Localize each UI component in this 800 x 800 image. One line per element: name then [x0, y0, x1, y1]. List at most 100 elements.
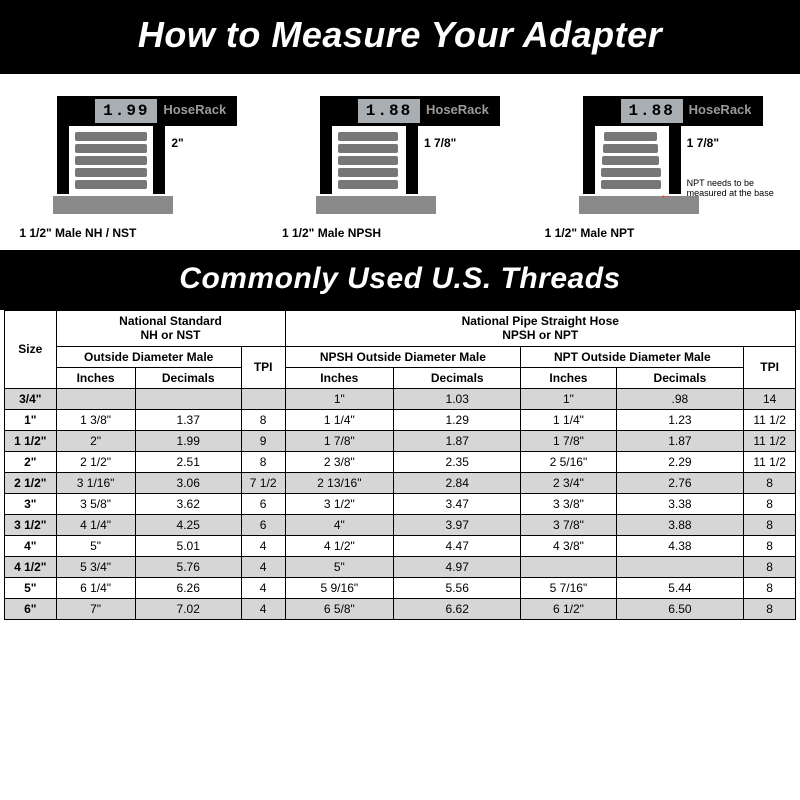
table-cell: 9	[241, 430, 285, 451]
table-row: 3"3 5/8"3.6263 1/2"3.473 3/8"3.388	[5, 493, 796, 514]
table-cell: 1.37	[135, 409, 241, 430]
col-group-ns: National StandardNH or NST	[56, 311, 285, 347]
table-cell	[135, 388, 241, 409]
col-np-tpi: TPI	[744, 346, 796, 388]
table-cell: 2.29	[616, 451, 744, 472]
table-cell: 5.76	[135, 556, 241, 577]
table-cell: 5.44	[616, 577, 744, 598]
table-cell: 4"	[5, 535, 57, 556]
table-cell: 1"	[285, 388, 394, 409]
table-cell: 2.35	[394, 451, 521, 472]
diagram-caption: 1 1/2" Male NPT	[539, 226, 787, 240]
adapter-base	[53, 196, 173, 214]
table-cell: 7"	[56, 598, 135, 619]
caliper-jaw-right	[406, 126, 418, 194]
caliper-diagram: 1.88 HoseRack 1 7/8" ← NPT needs to be m…	[539, 92, 787, 240]
table-cell: 8	[744, 598, 796, 619]
table-cell: 4.25	[135, 514, 241, 535]
table-cell: .98	[616, 388, 744, 409]
table-cell: 4.38	[616, 535, 744, 556]
table-row: 3 1/2"4 1/4"4.2564"3.973 7/8"3.888	[5, 514, 796, 535]
title-banner: How to Measure Your Adapter	[0, 0, 800, 74]
table-cell: 2.84	[394, 472, 521, 493]
caliper-jaw-left	[57, 126, 69, 194]
table-cell: 1 7/8"	[521, 430, 616, 451]
table-cell: 8	[744, 535, 796, 556]
caliper-jaw-left	[320, 126, 332, 194]
thread-icon	[338, 132, 398, 192]
table-cell: 6.26	[135, 577, 241, 598]
table-cell: 2 1/2"	[5, 472, 57, 493]
diagram-caption: 1 1/2" Male NPSH	[276, 226, 524, 240]
table-cell: 3"	[5, 493, 57, 514]
table-cell: 1.87	[394, 430, 521, 451]
table-cell	[241, 388, 285, 409]
adapter-base	[579, 196, 699, 214]
table-cell: 3 5/8"	[56, 493, 135, 514]
table-cell	[521, 556, 616, 577]
table-cell: 2 3/8"	[285, 451, 394, 472]
table-row: 6"7"7.0246 5/8"6.626 1/2"6.508	[5, 598, 796, 619]
table-cell: 2"	[5, 451, 57, 472]
measured-size-label: 1 7/8"	[687, 136, 719, 150]
table-cell: 7.02	[135, 598, 241, 619]
table-cell: 8	[744, 577, 796, 598]
measured-size-label: 2"	[171, 136, 183, 150]
col-npt-dec: Decimals	[616, 367, 744, 388]
table-cell: 1 1/4"	[521, 409, 616, 430]
caliper-reading: 1.88	[621, 99, 683, 123]
table-cell: 5.01	[135, 535, 241, 556]
table-cell: 2.51	[135, 451, 241, 472]
table-cell: 1.99	[135, 430, 241, 451]
col-ns-tpi: TPI	[241, 346, 285, 388]
table-cell: 1.23	[616, 409, 744, 430]
brand-label: HoseRack	[163, 102, 226, 117]
table-cell: 5 7/16"	[521, 577, 616, 598]
table-cell: 1 3/8"	[56, 409, 135, 430]
table-cell: 6 5/8"	[285, 598, 394, 619]
table-cell: 5.56	[394, 577, 521, 598]
table-cell: 2.76	[616, 472, 744, 493]
table-cell: 1.03	[394, 388, 521, 409]
caliper-jaw-right	[669, 126, 681, 194]
thread-icon	[75, 132, 147, 192]
col-npsh-dec: Decimals	[394, 367, 521, 388]
table-cell: 14	[744, 388, 796, 409]
table-cell: 3.62	[135, 493, 241, 514]
table-cell: 3.38	[616, 493, 744, 514]
table-cell: 2 13/16"	[285, 472, 394, 493]
table-banner: Commonly Used U.S. Threads	[0, 250, 800, 310]
table-row: 1"1 3/8"1.3781 1/4"1.291 1/4"1.2311 1/2	[5, 409, 796, 430]
col-npt-in: Inches	[521, 367, 616, 388]
table-cell: 3 1/2"	[285, 493, 394, 514]
table-row: 4 1/2"5 3/4"5.7645"4.978	[5, 556, 796, 577]
table-cell: 4 3/8"	[521, 535, 616, 556]
table-cell: 3.06	[135, 472, 241, 493]
table-cell: 4	[241, 577, 285, 598]
table-cell	[616, 556, 744, 577]
table-row: 2"2 1/2"2.5182 3/8"2.352 5/16"2.2911 1/2	[5, 451, 796, 472]
table-cell: 4"	[285, 514, 394, 535]
npt-note: NPT needs to be measured at the base	[687, 178, 787, 199]
table-cell: 5 3/4"	[56, 556, 135, 577]
table-cell: 3 3/8"	[521, 493, 616, 514]
table-cell: 6.62	[394, 598, 521, 619]
col-ns-od: Outside Diameter Male	[56, 346, 241, 367]
table-cell: 3.47	[394, 493, 521, 514]
col-group-np: National Pipe Straight HoseNPSH or NPT	[285, 311, 796, 347]
table-cell: 6"	[5, 598, 57, 619]
table-cell	[56, 388, 135, 409]
table-cell: 6 1/2"	[521, 598, 616, 619]
thread-icon	[601, 132, 661, 192]
table-cell: 1.29	[394, 409, 521, 430]
table-cell: 11 1/2	[744, 409, 796, 430]
table-cell: 4	[241, 556, 285, 577]
table-body: 3/4"1"1.031".98141"1 3/8"1.3781 1/4"1.29…	[5, 388, 796, 619]
table-cell: 4	[241, 598, 285, 619]
table-cell: 5"	[5, 577, 57, 598]
table-cell: 4 1/2"	[5, 556, 57, 577]
caliper-diagram: 1.99 HoseRack 2" 1 1/2" Male NH / NST	[13, 92, 261, 240]
table-cell: 4 1/2"	[285, 535, 394, 556]
table-cell: 1"	[521, 388, 616, 409]
table-cell: 2 3/4"	[521, 472, 616, 493]
